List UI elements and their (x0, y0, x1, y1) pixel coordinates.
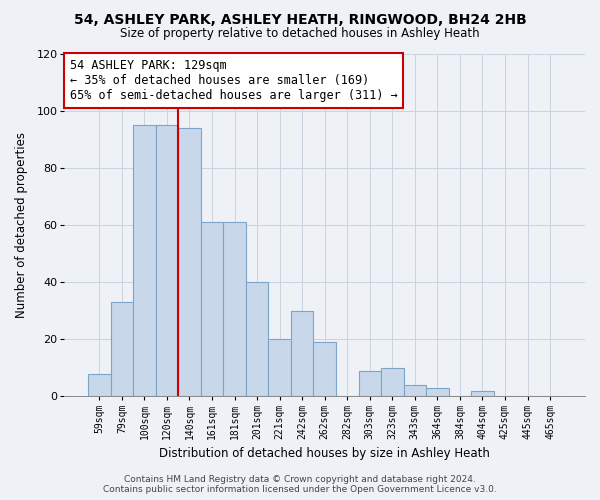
Text: 54 ASHLEY PARK: 129sqm
← 35% of detached houses are smaller (169)
65% of semi-de: 54 ASHLEY PARK: 129sqm ← 35% of detached… (70, 59, 397, 102)
Bar (201, 222, 223, 396)
Bar (291, 311, 313, 396)
Text: Contains HM Land Registry data © Crown copyright and database right 2024.
Contai: Contains HM Land Registry data © Crown c… (103, 474, 497, 494)
Bar (381, 368, 404, 396)
X-axis label: Distribution of detached houses by size in Ashley Heath: Distribution of detached houses by size … (159, 447, 490, 460)
Bar (133, 126, 155, 396)
Text: 54, ASHLEY PARK, ASHLEY HEATH, RINGWOOD, BH24 2HB: 54, ASHLEY PARK, ASHLEY HEATH, RINGWOOD,… (74, 12, 526, 26)
Bar (359, 371, 381, 396)
Bar (268, 340, 291, 396)
Y-axis label: Number of detached properties: Number of detached properties (15, 132, 28, 318)
Bar (404, 385, 426, 396)
Bar (88, 374, 110, 396)
Bar (178, 128, 201, 396)
Bar (471, 391, 494, 396)
Bar (426, 388, 449, 396)
Bar (223, 222, 246, 396)
Bar (313, 342, 336, 396)
Bar (110, 302, 133, 396)
Bar (246, 282, 268, 397)
Bar (155, 126, 178, 396)
Text: Size of property relative to detached houses in Ashley Heath: Size of property relative to detached ho… (120, 28, 480, 40)
